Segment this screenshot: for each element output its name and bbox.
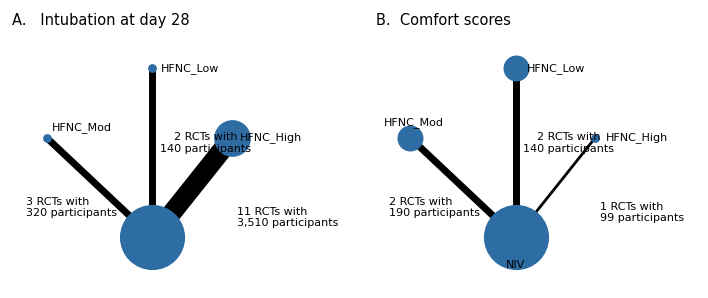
Text: HFNC_Low: HFNC_Low: [527, 63, 585, 74]
Point: [510, 235, 522, 240]
Point: [590, 135, 601, 140]
Point: [147, 66, 158, 71]
Point: [510, 66, 522, 71]
Text: A.   Intubation at day 28: A. Intubation at day 28: [12, 13, 190, 28]
Text: 2 RCTs with
140 participants: 2 RCTs with 140 participants: [523, 132, 615, 153]
Point: [41, 135, 52, 140]
Text: 1 RCTs with
99 participants: 1 RCTs with 99 participants: [600, 202, 685, 223]
Text: NIV: NIV: [506, 260, 525, 270]
Text: 2 RCTs with
190 participants: 2 RCTs with 190 participants: [389, 197, 480, 218]
Text: HFNC_High: HFNC_High: [606, 132, 668, 143]
Text: HFNC_Low: HFNC_Low: [161, 63, 219, 74]
Point: [226, 135, 237, 140]
Text: HFNC_Mod: HFNC_Mod: [52, 122, 112, 133]
Text: HFNC_High: HFNC_High: [240, 132, 302, 143]
Text: 2 RCTs with
140 participants: 2 RCTs with 140 participants: [160, 132, 251, 153]
Point: [404, 135, 416, 140]
Text: HFNC_Mod: HFNC_Mod: [384, 117, 444, 128]
Text: 11 RCTs with
3,510 participants: 11 RCTs with 3,510 participants: [237, 207, 338, 228]
Text: 3 RCTs with
320 participants: 3 RCTs with 320 participants: [25, 197, 117, 218]
Text: B.  Comfort scores: B. Comfort scores: [376, 13, 510, 28]
Point: [147, 235, 158, 240]
